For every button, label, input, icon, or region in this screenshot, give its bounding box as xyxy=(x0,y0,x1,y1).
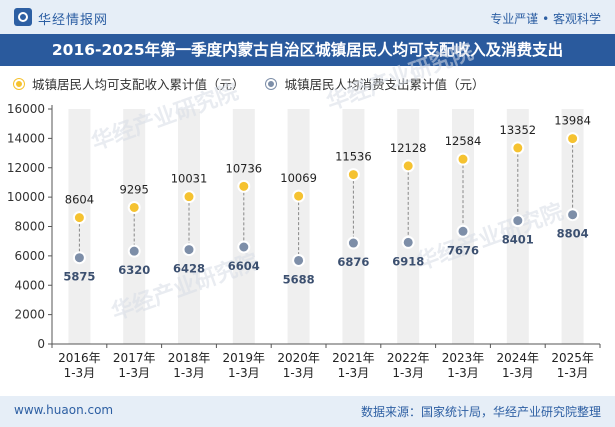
income-point xyxy=(566,132,580,146)
x-tick-label: 2019年 1-3月 xyxy=(223,351,266,380)
category-column xyxy=(232,109,255,344)
income-point xyxy=(292,189,306,203)
income-point xyxy=(182,190,196,204)
x-tick-label: 2020年 1-3月 xyxy=(277,351,320,380)
income-point xyxy=(511,141,525,155)
expense-data-label: 8804 xyxy=(557,227,589,241)
x-tick-label: 2024年 1-3月 xyxy=(497,351,540,380)
x-tick-label: 2021年 1-3月 xyxy=(332,351,375,380)
legend-label-income: 城镇居民人均可支配收入累计值（元） xyxy=(31,77,245,92)
legend-marker-expense xyxy=(266,78,277,89)
income-point xyxy=(456,152,470,166)
chart-title: 2016-2025年第一季度内蒙古自治区城镇居民人均可支配收入及消费支出 xyxy=(51,41,564,59)
brand-logo-icon xyxy=(14,8,32,26)
income-data-label: 12128 xyxy=(390,141,427,155)
x-tick-label: 2017年 1-3月 xyxy=(113,351,156,380)
category-column xyxy=(561,109,584,344)
y-tick-label: 14000 xyxy=(7,131,45,145)
income-data-label: 10069 xyxy=(280,171,317,185)
y-tick-label: 2000 xyxy=(14,308,45,322)
expense-data-label: 6320 xyxy=(118,263,150,277)
income-data-label: 13352 xyxy=(500,123,537,137)
expense-data-label: 5688 xyxy=(283,272,315,286)
title-bar: 2016-2025年第一季度内蒙古自治区城镇居民人均可支配收入及消费支出 xyxy=(0,34,615,66)
chart-canvas: 华经产业研究院华经产业研究院华经产业研究院华经产业研究院020004000600… xyxy=(7,39,601,380)
expense-data-label: 6918 xyxy=(392,254,424,268)
expense-data-label: 5875 xyxy=(63,270,95,284)
income-point xyxy=(127,200,141,214)
category-column xyxy=(287,109,310,344)
income-point xyxy=(72,211,86,225)
chart-legend: 城镇居民人均可支配收入累计值（元） 城镇居民人均消费支出累计值（元） xyxy=(14,74,502,93)
watermark: 华经产业研究院 xyxy=(88,79,242,156)
income-data-label: 11536 xyxy=(335,150,372,164)
expense-data-label: 6604 xyxy=(228,259,260,273)
income-data-label: 9295 xyxy=(120,182,149,196)
footer-band: www.huaon.com 数据来源：国家统计局，华经产业研究院整理 xyxy=(0,396,615,427)
y-tick-label: 16000 xyxy=(7,102,45,116)
data-source: 数据来源：国家统计局，华经产业研究院整理 xyxy=(360,405,601,419)
income-data-label: 13984 xyxy=(554,114,591,128)
legend-item-expense: 城镇居民人均消费支出累计值（元） xyxy=(266,74,484,93)
expense-point xyxy=(237,240,251,254)
income-point xyxy=(346,168,360,182)
y-tick-label: 10000 xyxy=(7,190,45,204)
income-point xyxy=(237,179,251,193)
y-tick-label: 4000 xyxy=(14,278,45,292)
expense-point xyxy=(511,214,525,228)
watermark: 华经产业研究院 xyxy=(413,199,567,276)
legend-item-income: 城镇居民人均可支配收入累计值（元） xyxy=(14,74,245,93)
legend-marker-income xyxy=(14,78,24,89)
expense-point xyxy=(346,236,360,250)
expense-data-label: 8401 xyxy=(502,233,534,247)
income-data-label: 8604 xyxy=(65,193,94,207)
expense-point xyxy=(566,208,580,222)
category-column xyxy=(178,109,200,344)
expense-data-label: 6876 xyxy=(337,255,369,269)
income-data-label: 10031 xyxy=(171,172,208,186)
y-tick-label: 0 xyxy=(37,337,45,351)
income-point xyxy=(401,159,415,173)
expense-point xyxy=(292,253,306,267)
expense-data-label: 6428 xyxy=(173,262,205,276)
income-data-label: 12584 xyxy=(445,134,482,148)
expense-data-label: 7676 xyxy=(447,243,479,257)
site-url: www.huaon.com xyxy=(14,403,114,417)
expense-point xyxy=(401,235,415,249)
x-tick-label: 2023年 1-3月 xyxy=(442,351,485,380)
expense-point xyxy=(72,251,86,265)
x-tick-label: 2025年 1-3月 xyxy=(551,351,594,380)
x-tick-label: 2018年 1-3月 xyxy=(168,351,211,380)
y-tick-label: 12000 xyxy=(7,161,45,175)
y-tick-label: 6000 xyxy=(14,249,45,263)
expense-point xyxy=(456,224,470,238)
income-data-label: 10736 xyxy=(226,161,263,175)
slogan: 专业严谨 • 客观科学 xyxy=(490,12,601,26)
y-tick-label: 8000 xyxy=(14,220,45,234)
brand-name: 华经情报网 xyxy=(38,13,109,28)
category-column xyxy=(123,109,146,344)
x-tick-label: 2016年 1-3月 xyxy=(58,351,101,380)
expense-point xyxy=(127,244,141,258)
top-band: 华经情报网 专业严谨 • 客观科学 xyxy=(0,0,615,34)
watermark: 华经产业研究院 xyxy=(323,39,477,116)
expense-point xyxy=(182,243,196,257)
x-tick-label: 2022年 1-3月 xyxy=(387,351,430,380)
legend-label-expense: 城镇居民人均消费支出累计值（元） xyxy=(284,77,485,92)
